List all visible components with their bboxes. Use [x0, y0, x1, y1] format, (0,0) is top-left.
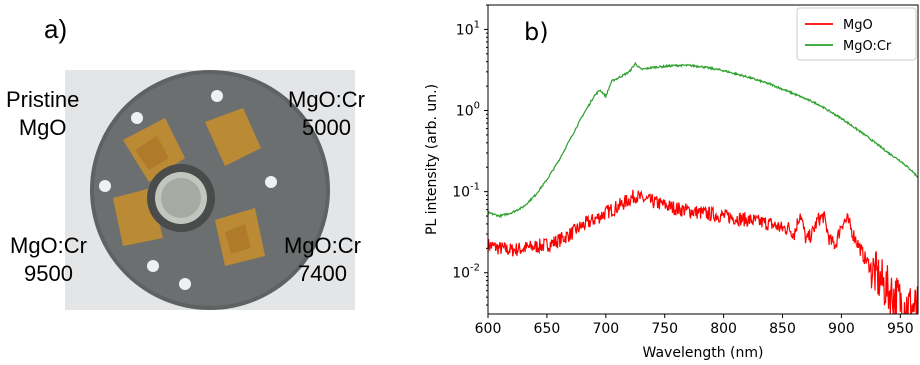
panel-a-label: a): [44, 14, 68, 44]
sample-label-7400: MgO:Cr 7400: [284, 233, 361, 286]
legend-entry-mgo-cr: MgO:Cr: [843, 39, 892, 54]
x-tick-label: 950: [887, 321, 914, 337]
legend: MgO MgO:Cr: [796, 7, 917, 61]
sample-label-pristine: Pristine MgO: [6, 87, 80, 140]
legend-entry-mgo: MgO: [843, 18, 873, 33]
x-tick-label: 900: [828, 321, 855, 337]
panel-b-label: b): [524, 18, 549, 46]
x-tick-label: 850: [769, 321, 796, 337]
sample-label-5000: MgO:Cr 5000: [288, 87, 365, 140]
x-tick-label: 650: [534, 321, 561, 337]
x-axis-label: Wavelength (nm): [643, 345, 764, 361]
y-axis-label: PL intensity (arb. un.): [424, 84, 440, 235]
y-tick-label: 101: [456, 19, 480, 38]
series-line-mgo: [488, 189, 918, 314]
pl-spectrum-chart: 600 650 700 750 800 850 900 950 101 100 10-1 10-2 W…: [420, 0, 920, 365]
series-line-mgo-cr: [488, 61, 918, 219]
y-tick-label: 10-1: [452, 182, 480, 201]
series-layer: [488, 61, 918, 314]
sample-label-9500: MgO:Cr 9500: [10, 233, 87, 286]
sample-holder-photo: [65, 70, 355, 310]
ticks-layer: 600 650 700 750 800 850 900 950 101 100 10-1 10-2: [452, 4, 914, 337]
axes-frame: [487, 4, 919, 315]
x-tick-label: 750: [651, 321, 678, 337]
x-tick-label: 600: [475, 321, 502, 337]
y-tick-label: 10-2: [452, 263, 480, 282]
x-tick-label: 700: [592, 321, 619, 337]
x-tick-label: 800: [710, 321, 737, 337]
legend-box: [796, 7, 917, 61]
y-tick-label: 100: [456, 101, 480, 120]
photo-panel: a) Pristine MgO MgO:Cr: [0, 0, 420, 365]
